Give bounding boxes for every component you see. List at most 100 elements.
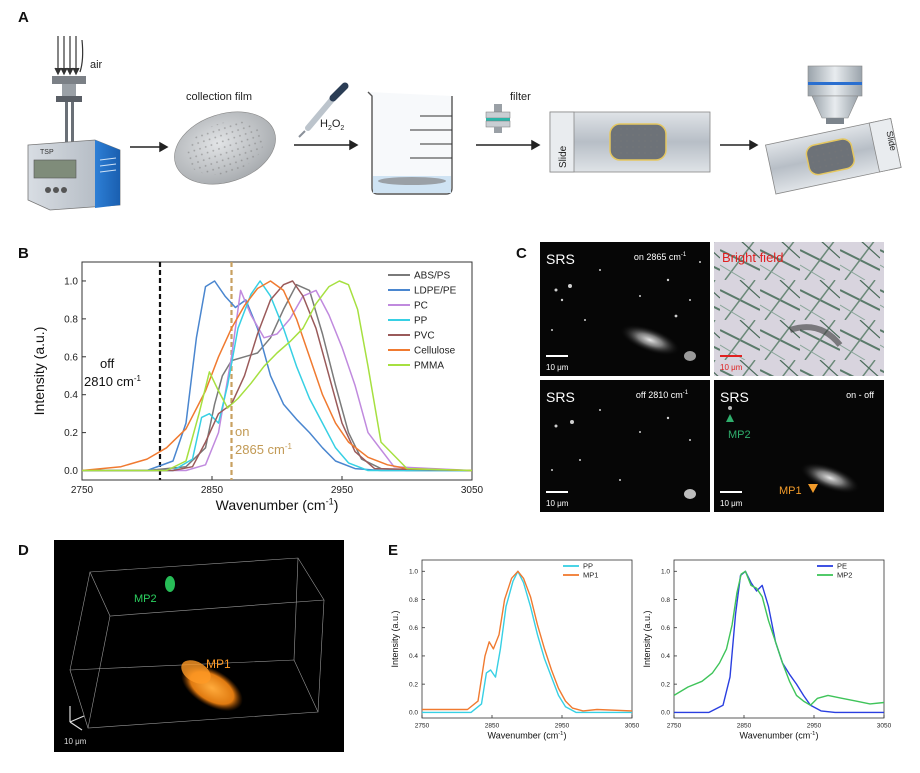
y-tick-label: 1.0 [64,276,78,287]
panel-a-workflow: air TSP collection film [27,36,902,211]
srs-off-caption: off 2810 cm-1 [636,390,689,400]
scale-bar-label: 10 μm [546,499,569,508]
series-line-cellulose [81,280,473,472]
arrow-icon [476,139,541,151]
x-axis-label: Wavenumber (cm-1) [740,731,819,741]
panel-c-images: SRS on 2865 cm-1 10 μm Bright field 10 μ… [540,242,884,512]
series-line-ldpe-pe [82,280,472,472]
y-tick-label: 0.6 [64,352,78,363]
x-tick-label: 2950 [331,485,354,496]
air-label: air [90,59,103,71]
srs-diff-title: SRS [720,389,749,405]
x-tick-label: 2850 [201,485,224,496]
legend-item: Cellulose [414,346,456,357]
slide-icon [549,111,711,173]
arrow-icon [130,141,169,153]
series-line-pp [422,570,632,714]
bright-field-title: Bright field [722,250,783,265]
x-tick-label: 2750 [667,723,682,730]
mp2-marker-icon [726,414,734,422]
srs-difference-image: MP2 MP1 SRS on - off 10 μm [714,380,884,512]
mp1-3d-label: MP1 [206,657,231,671]
beaker-icon [367,91,453,195]
y-tick-label: 0.0 [64,466,78,477]
off-annotation: off [100,356,115,371]
srs-on-image: SRS on 2865 cm-1 10 μm [540,242,710,376]
slide-label: Slide [558,145,569,168]
legend-item: LDPE/PE [414,286,457,297]
plot-frame [81,261,473,481]
x-axis-label: Wavenumber (cm-1) [488,731,567,741]
srs-off-image: SRS off 2810 cm-1 10 μm [540,380,710,512]
legend-item: MP2 [837,571,852,580]
series-line-mp1 [422,570,633,712]
y-tick-label: 0.2 [661,681,670,688]
x-axis-label: Wavenumber (cm-1) [216,496,339,513]
legend-item: ABS/PS [414,271,450,282]
legend-item: PVC [414,331,435,342]
series-line-pvc [82,280,473,472]
y-tick-label: 0.8 [64,314,78,325]
y-tick-label: 0.2 [409,681,418,688]
y-tick-label: 0.4 [409,653,418,660]
mp2-label: MP2 [728,429,751,441]
scale-3d-label: 10 μm [64,737,87,746]
x-tick-label: 2750 [415,723,430,730]
panel-label-e: E [388,542,398,559]
y-axis-label: Intensity (a.u.) [390,610,400,667]
axes-icon [69,706,85,731]
legend-item: PE [837,562,847,571]
mp1-marker-icon [808,484,818,493]
tsp-sampler-icon [27,76,121,211]
plot-frame [421,559,633,719]
x-tick-label: 2850 [737,723,752,730]
y-axis-label: Intensity (a.u.) [31,327,47,416]
on-annotation-wavenumber: 2865 cm-1 [235,442,293,457]
panel-label-a: A [18,9,29,26]
series-line-pmma [82,280,473,472]
panel-label-b: B [18,245,29,262]
filter-icon [485,104,511,133]
series-line-pe [674,570,884,714]
y-tick-label: 0.6 [661,625,670,632]
y-tick-label: 0.0 [409,710,418,717]
dropper-icon [298,82,349,138]
objective-lens-icon [807,65,863,124]
plot-frame [673,559,885,719]
off-annotation-wavenumber: 2810 cm-1 [84,374,142,389]
panel-b-annotations: off 2810 cm-1 on 2865 cm-1 [84,356,293,457]
srs-on-caption: on 2865 cm-1 [634,252,687,262]
legend-item: PMMA [414,361,444,372]
panel-label-c: C [516,245,527,262]
y-tick-label: 0.6 [409,625,418,632]
srs-diff-caption: on - off [846,390,874,400]
legend-item: PC [414,301,428,312]
on-annotation: on [235,424,249,439]
collection-film-label: collection film [186,91,252,103]
series-line-mp2 [673,570,885,706]
collection-film-icon [174,111,276,185]
panel-label-d: D [18,542,29,559]
y-tick-label: 0.8 [661,597,670,604]
x-tick-label: 3050 [877,723,892,730]
tilted-slide-icon: Slide [765,117,902,195]
x-tick-label: 3050 [461,485,484,496]
scale-bar-label: 10 μm [546,363,569,372]
scale-bar-label: 10 μm [720,363,743,372]
panel-b-chart: 2750 2850 2950 3050 0.0 0.2 0.4 0.6 0.8 1.0 ABS/PS… [31,261,484,513]
srs-on-title: SRS [546,251,575,267]
y-tick-label: 1.0 [661,569,670,576]
y-tick-label: 0.2 [64,428,78,439]
y-tick-label: 0.4 [64,390,78,401]
x-tick-label: 2750 [71,485,94,496]
legend-item: MP1 [583,571,598,580]
scale-bar-label: 10 μm [720,499,743,508]
x-tick-label: 2950 [555,723,570,730]
y-axis-label: Intensity (a.u.) [642,610,652,667]
legend: ABS/PS LDPE/PE PC PP PVC Cellulose PMMA [388,271,457,372]
mp1-label: MP1 [779,485,802,497]
srs-off-title: SRS [546,389,575,405]
